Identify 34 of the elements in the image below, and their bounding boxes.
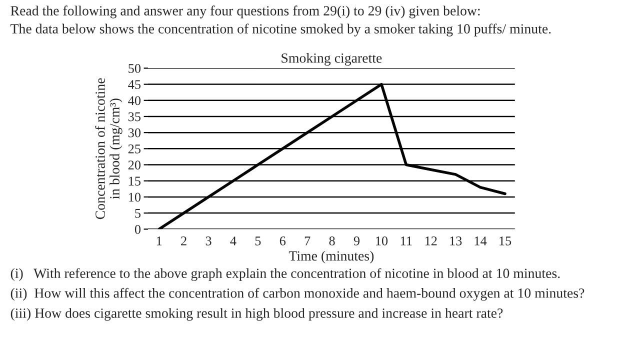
x-tick-label: 8 bbox=[329, 236, 335, 246]
x-tick-label: 15 bbox=[500, 236, 512, 246]
x-tick-label: 5 bbox=[255, 236, 261, 246]
x-tick-label: 9 bbox=[354, 236, 360, 246]
text: Read the following and answer any four questions from 29(i) to 29 (iv) given below: bbox=[10, 6, 480, 18]
y-tick-label: 5 bbox=[135, 208, 141, 218]
text: (ii) How will this affect the concentration of carbon monoxide and haem-bound oxygen at 10 minutes? bbox=[10, 288, 584, 301]
x-tick-label: 6 bbox=[280, 236, 286, 246]
x-tick-label: 4 bbox=[230, 236, 236, 246]
y-tick-label: 25 bbox=[128, 144, 141, 154]
x-tick-label: 14 bbox=[474, 236, 487, 246]
y-tick-label: 10 bbox=[129, 192, 141, 202]
x-tick-label: 12 bbox=[425, 236, 437, 246]
x-tick-label: 1 bbox=[156, 236, 162, 246]
y-axis-title: Concentration of nicotine in blood (mg/cm³) bbox=[94, 78, 122, 220]
y-tick-label: 50 bbox=[128, 64, 141, 73]
y-tick-label: 35 bbox=[128, 112, 141, 122]
x-tick-label: 13 bbox=[450, 236, 462, 246]
x-tick-label: 2 bbox=[181, 236, 186, 246]
x-tick-label: 10 bbox=[376, 236, 388, 246]
chart-title: Smoking cigarette bbox=[282, 53, 382, 66]
x-tick-label: 7 bbox=[304, 236, 310, 246]
x-tick-label: 11 bbox=[400, 236, 412, 246]
x-tick-label: 3 bbox=[206, 236, 212, 246]
y-tick-label: 15 bbox=[129, 176, 141, 186]
y-tick-label: 30 bbox=[128, 128, 141, 138]
y-tick-label: 0 bbox=[134, 224, 141, 234]
x-axis-title: Time (minutes) bbox=[288, 250, 374, 264]
y-tick-label: 40 bbox=[128, 96, 141, 106]
y-tick-label: 20 bbox=[128, 160, 141, 170]
y-tick-label: 45 bbox=[128, 80, 141, 90]
text: (iii) How does cigarette smoking result in high blood pressure and increase in heart rate? bbox=[10, 308, 503, 321]
text: The data below shows the concentration of nicotine smoked by a smoker taking 10 puffs/ minute. bbox=[10, 24, 551, 36]
text: (i) With reference to the above graph explain the concentration of nicotine in blood at 10 minutes. bbox=[10, 268, 560, 281]
